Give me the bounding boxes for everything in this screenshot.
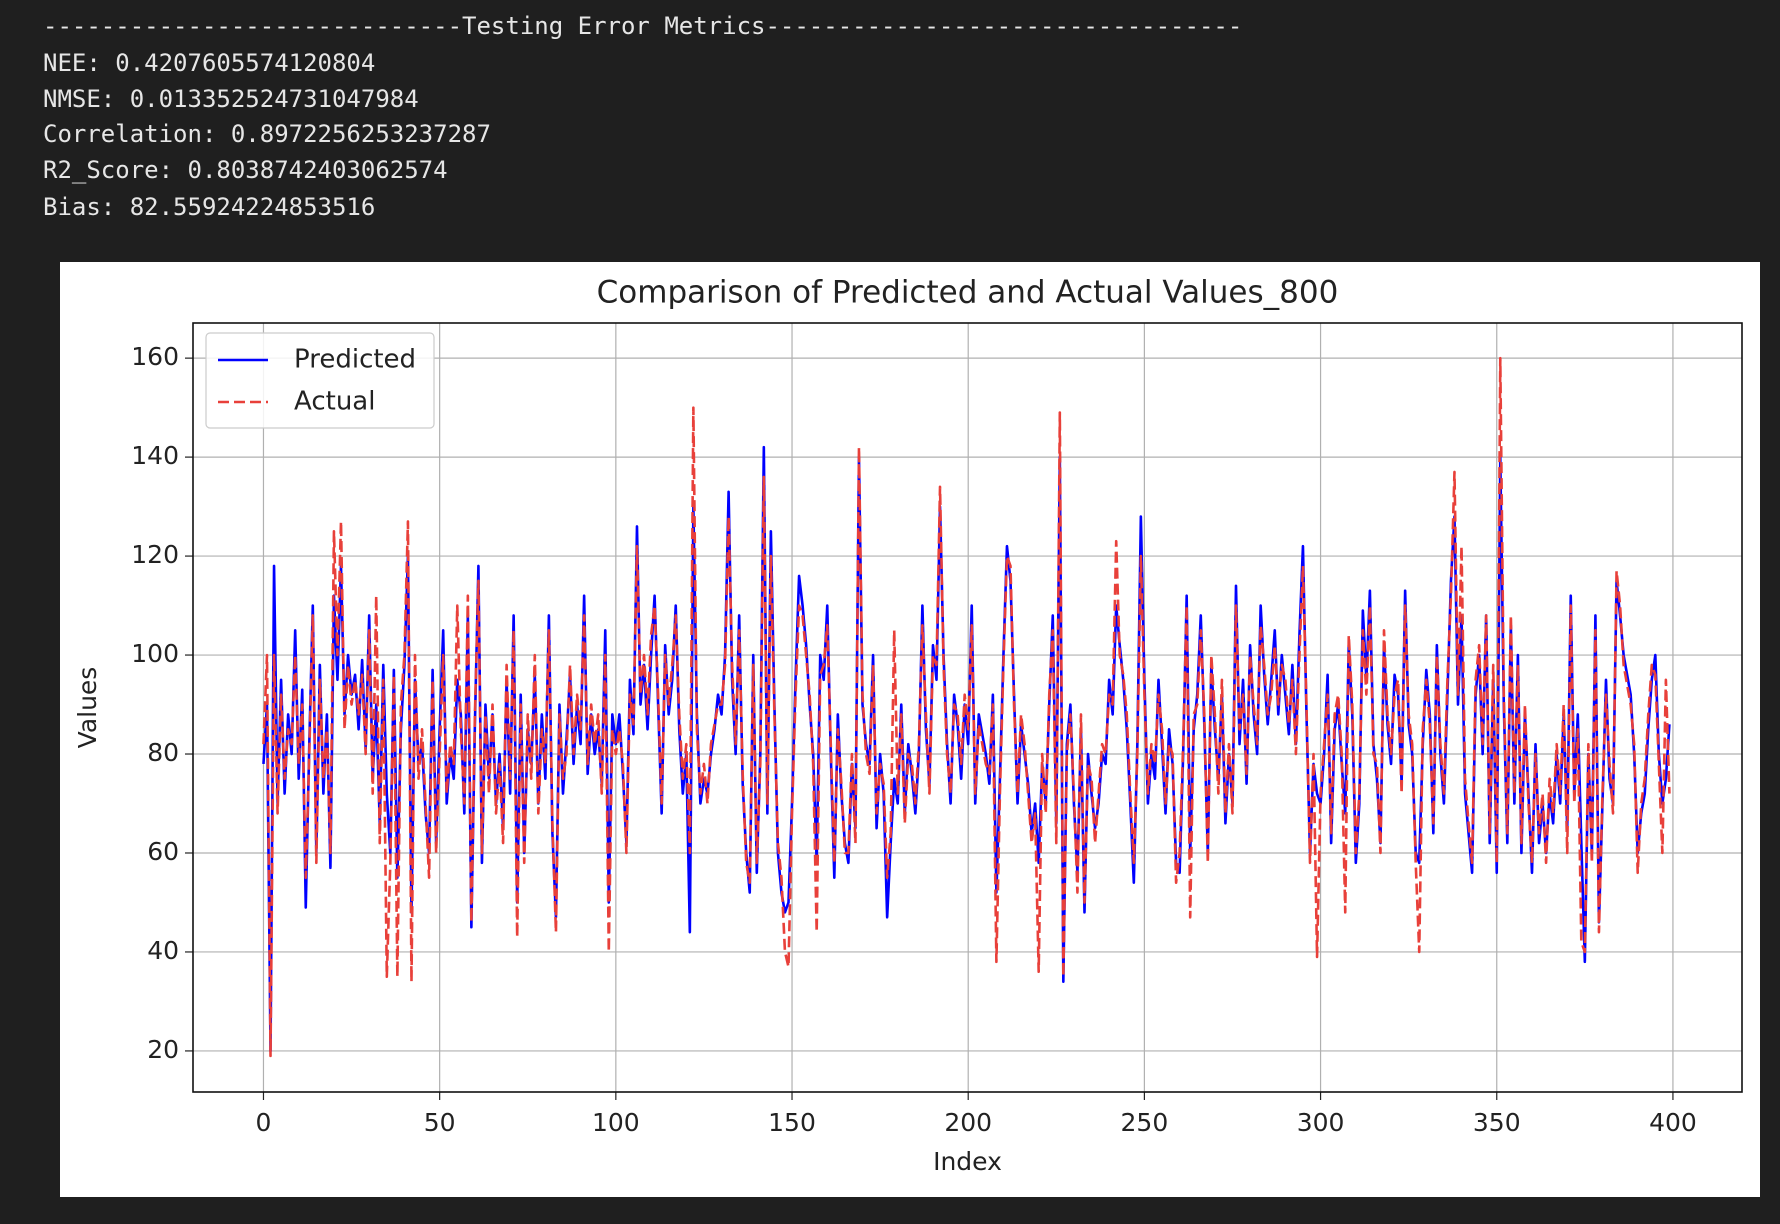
legend-box — [205, 332, 435, 429]
x-tick-label: 300 — [1297, 1108, 1345, 1137]
metric-line: NEE: 0.4207605574120804 — [43, 49, 375, 77]
y-tick-label: 140 — [131, 441, 179, 470]
legend-label: Actual — [294, 387, 375, 417]
chart-title: Comparison of Predicted and Actual Value… — [597, 275, 1339, 311]
y-tick-label: 20 — [147, 1035, 179, 1064]
metric-line: Correlation: 0.8972256253237287 — [43, 120, 491, 148]
x-tick-label: 0 — [256, 1108, 272, 1137]
legend-label: Predicted — [294, 345, 416, 375]
y-tick-label: 160 — [131, 342, 179, 371]
y-tick-label: 80 — [147, 738, 179, 767]
x-axis-label: Index — [933, 1147, 1002, 1176]
data-line — [262, 356, 1671, 1058]
x-tick-label: 100 — [592, 1108, 640, 1137]
x-tick-label: 200 — [944, 1108, 992, 1137]
y-tick-label: 100 — [131, 639, 179, 668]
x-tick-label: 150 — [768, 1108, 816, 1137]
output-header: -----------------------------Testing Err… — [43, 12, 1242, 40]
plot-frame — [192, 322, 1743, 1093]
y-tick-label: 120 — [131, 540, 179, 569]
x-tick-label: 400 — [1649, 1108, 1697, 1137]
y-tick-label: 40 — [147, 936, 179, 965]
metric-line: R2_Score: 0.8038742403062574 — [43, 156, 448, 184]
x-tick-label: 350 — [1473, 1108, 1521, 1137]
x-tick-label: 250 — [1121, 1108, 1169, 1137]
x-tick-label: 50 — [424, 1108, 456, 1137]
y-axis-label: Values — [73, 667, 102, 749]
metric-line: Bias: 82.55924224853516 — [43, 193, 375, 221]
y-tick-label: 60 — [147, 837, 179, 866]
metric-line: NMSE: 0.013352524731047984 — [43, 85, 419, 113]
